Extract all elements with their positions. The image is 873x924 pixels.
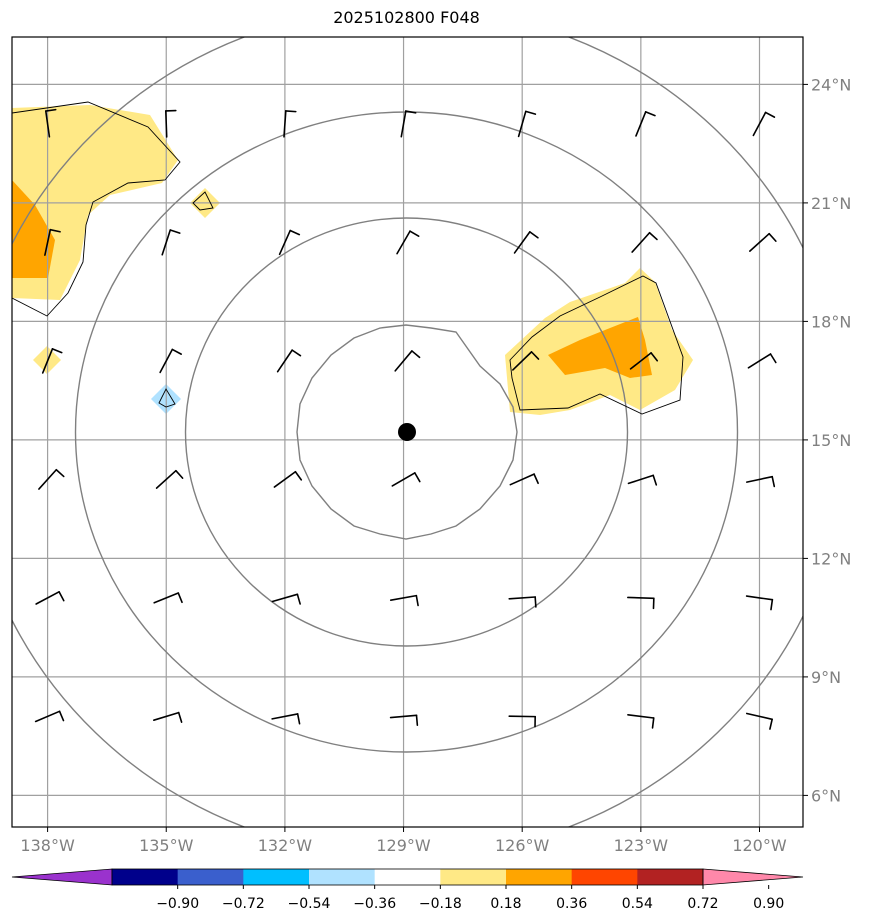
colorbar-segment: [440, 869, 507, 885]
wind-barb: [34, 710, 65, 723]
wind-barb: [271, 593, 301, 605]
lon-tick-label: 132°W: [258, 836, 313, 855]
wind-barb: [389, 714, 419, 727]
wind-barb: [155, 469, 184, 489]
wind-barb: [41, 348, 63, 374]
colorbar: −0.90 −0.72 −0.54 −0.36 −0.18 0.18 0.36 0.54 0.7…: [11, 868, 804, 912]
wind-barb: [44, 108, 57, 138]
wind-barb: [631, 231, 658, 253]
wind-barb: [391, 472, 421, 487]
wind-barb: [629, 352, 659, 370]
wind-barb: [271, 713, 301, 725]
wind-barb: [396, 230, 420, 255]
wind-barb: [389, 594, 419, 607]
wind-barb: [627, 474, 658, 486]
wind-barb: [745, 475, 776, 488]
wind-barb: [627, 714, 655, 729]
contour-east: [509, 275, 684, 415]
colorbar-segment: [637, 869, 704, 885]
wind-barb: [508, 596, 537, 608]
colorbar-tick-label: 0.18: [490, 896, 521, 912]
colorbar-segment: [112, 869, 179, 885]
colorbar-extend-high: [702, 868, 804, 886]
wind-barb: [283, 110, 297, 138]
colorbar-tick-label: 0.90: [753, 896, 784, 912]
lon-tick-label: 123°W: [614, 836, 669, 855]
wind-barb: [508, 715, 536, 728]
lat-tick-label: 18°N: [811, 312, 851, 331]
contour-diamond-north: [192, 191, 214, 211]
shaded-fields: [12, 105, 693, 415]
lat-tick-label: 9°N: [811, 668, 841, 687]
wind-barb: [627, 596, 655, 610]
wind-barb: [159, 348, 182, 374]
contour-lines: [12, 101, 684, 415]
range-ring-2: [184, 217, 629, 647]
wind-barb: [35, 590, 65, 605]
colorbar-segment: [506, 869, 573, 885]
lon-tick-label: 120°W: [732, 836, 787, 855]
wind-barb: [513, 231, 539, 254]
colorbar-segment: [374, 869, 441, 885]
wind-barb: [38, 468, 65, 490]
lat-tick-label: 24°N: [811, 75, 851, 94]
map-axes: 138°W 135°W 132°W 129°W 126°W 123°W 120°W 24°N 2…: [20, 75, 851, 855]
lon-tick-label: 135°W: [139, 836, 194, 855]
range-ring-1: [296, 324, 518, 540]
colorbar-outline: [111, 868, 704, 886]
map-frame: [11, 36, 804, 828]
wind-barb: [273, 470, 303, 488]
colorbar-tick-label: −0.72: [222, 896, 265, 912]
wind-barb: [400, 110, 417, 138]
wind-barb: [746, 712, 773, 730]
contour-diamond-blue: [158, 388, 176, 408]
wind-barb: [509, 473, 539, 486]
wind-barbs: [34, 108, 777, 730]
wind-barb: [394, 350, 421, 372]
shade-nw-orange: [12, 180, 55, 278]
map-title: 2025102800 F048: [333, 8, 480, 27]
wind-barb: [161, 229, 181, 256]
wind-barb: [635, 111, 656, 137]
storm-center-marker: [398, 423, 416, 441]
wind-barb: [164, 109, 177, 138]
wind-barb: [512, 351, 540, 371]
colorbar-tick-label: 0.36: [556, 896, 587, 912]
lon-tick-label: 126°W: [495, 836, 550, 855]
wind-barb: [44, 228, 61, 256]
wind-barb: [517, 110, 537, 138]
shade-east-orange: [548, 317, 652, 378]
colorbar-segment: [177, 869, 244, 885]
colorbar-tick-label: −0.36: [353, 896, 396, 912]
colorbar-segment: [309, 869, 376, 885]
colorbar-extend-low: [11, 868, 113, 886]
colorbar-segment: [243, 869, 310, 885]
wind-barb: [278, 229, 301, 256]
lat-tick-label: 6°N: [811, 786, 841, 805]
wind-barb: [745, 595, 774, 611]
lon-tick-label: 138°W: [20, 836, 75, 855]
colorbar-tick-label: −0.54: [288, 896, 331, 912]
graticule: [12, 37, 803, 827]
wind-barb: [153, 592, 183, 604]
colorbar-tick-label: 0.54: [622, 896, 653, 912]
lon-tick-label: 129°W: [376, 836, 431, 855]
colorbar-tick-label: 0.72: [687, 896, 718, 912]
contour-nw: [12, 101, 181, 317]
wind-barb: [153, 711, 183, 723]
wind-barb: [752, 111, 776, 137]
wind-barb: [749, 232, 777, 252]
lat-tick-label: 21°N: [811, 194, 851, 213]
wind-barb: [276, 349, 302, 373]
wind-barb: [747, 353, 777, 369]
colorbar-tick-label: −0.18: [419, 896, 462, 912]
colorbar-tick-label: −0.90: [156, 896, 199, 912]
lat-tick-label: 15°N: [811, 431, 851, 450]
lat-tick-label: 12°N: [811, 549, 851, 568]
colorbar-segment: [571, 869, 638, 885]
